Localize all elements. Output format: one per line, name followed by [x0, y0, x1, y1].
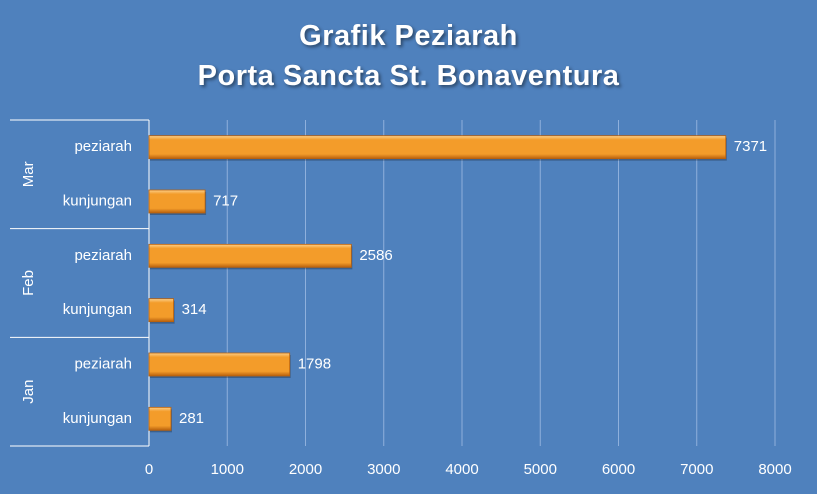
bar — [148, 243, 352, 268]
x-tick-label: 2000 — [289, 461, 322, 478]
x-tick-label: 3000 — [367, 461, 400, 478]
bar — [148, 135, 727, 160]
data-label: 281 — [179, 410, 204, 427]
category-label: kunjungan — [63, 410, 132, 427]
category-label: peziarah — [74, 247, 132, 264]
x-tick-label: 5000 — [524, 461, 557, 478]
group-label: Mar — [20, 161, 37, 187]
data-label: 314 — [182, 301, 207, 318]
data-label: 7371 — [734, 138, 767, 155]
data-label: 1798 — [298, 355, 331, 372]
data-label: 717 — [213, 192, 238, 209]
category-label: peziarah — [74, 355, 132, 372]
data-label: 2586 — [359, 247, 392, 264]
chart-title-line-2: Porta Sancta St. Bonaventura — [197, 60, 620, 92]
bar — [148, 298, 174, 323]
category-label: kunjungan — [63, 301, 132, 318]
group-label: Feb — [20, 270, 37, 296]
x-tick-label: 4000 — [445, 461, 478, 478]
bar — [148, 406, 172, 431]
bar — [148, 352, 291, 377]
category-label: kunjungan — [63, 192, 132, 209]
x-tick-label: 6000 — [602, 461, 635, 478]
category-label: peziarah — [74, 138, 132, 155]
x-tick-label: 0 — [145, 461, 153, 478]
group-label: Jan — [20, 380, 37, 404]
chart-title-line-1: Grafik Peziarah — [299, 20, 518, 52]
x-tick-label: 7000 — [680, 461, 713, 478]
x-tick-label: 1000 — [211, 461, 244, 478]
bar — [148, 189, 206, 214]
x-tick-label: 8000 — [758, 461, 791, 478]
